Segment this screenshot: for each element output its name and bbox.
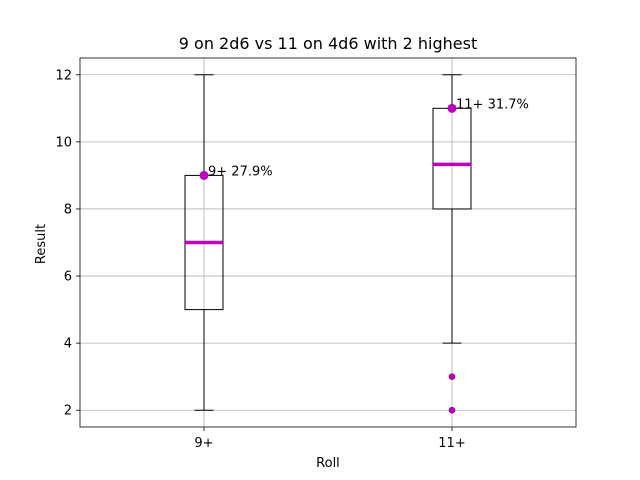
box-1: 9+ 27.9%	[184, 74, 273, 411]
y-tick-label: 6	[64, 270, 72, 285]
box-2: 11+ 31.7%	[432, 74, 529, 414]
chart-title: 9 on 2d6 vs 11 on 4d6 with 2 highest	[179, 34, 477, 53]
box-plots: 9+ 27.9% 11+ 31.7%	[184, 74, 529, 414]
target-annotation: 11+ 31.7%	[456, 97, 529, 112]
target-annotation: 9+ 27.9%	[208, 164, 273, 179]
y-axis-label: Result	[34, 224, 49, 264]
y-tick-label: 4	[64, 337, 72, 352]
y-tick-label: 12	[55, 68, 72, 83]
target-marker	[447, 103, 457, 113]
y-tick-label: 8	[64, 202, 72, 217]
axes: 2 4 6 8 10 12 9+ 11+	[55, 68, 465, 451]
x-tick-label: 9+	[194, 436, 213, 451]
outlier-point	[448, 373, 456, 380]
plot-frame	[79, 57, 577, 428]
x-tick-label: 11+	[438, 436, 465, 451]
y-tick-label: 2	[64, 404, 72, 419]
outlier-point	[448, 406, 456, 414]
x-axis-label: Roll	[316, 456, 340, 471]
target-marker	[199, 170, 209, 180]
y-tick-label: 10	[55, 135, 72, 150]
